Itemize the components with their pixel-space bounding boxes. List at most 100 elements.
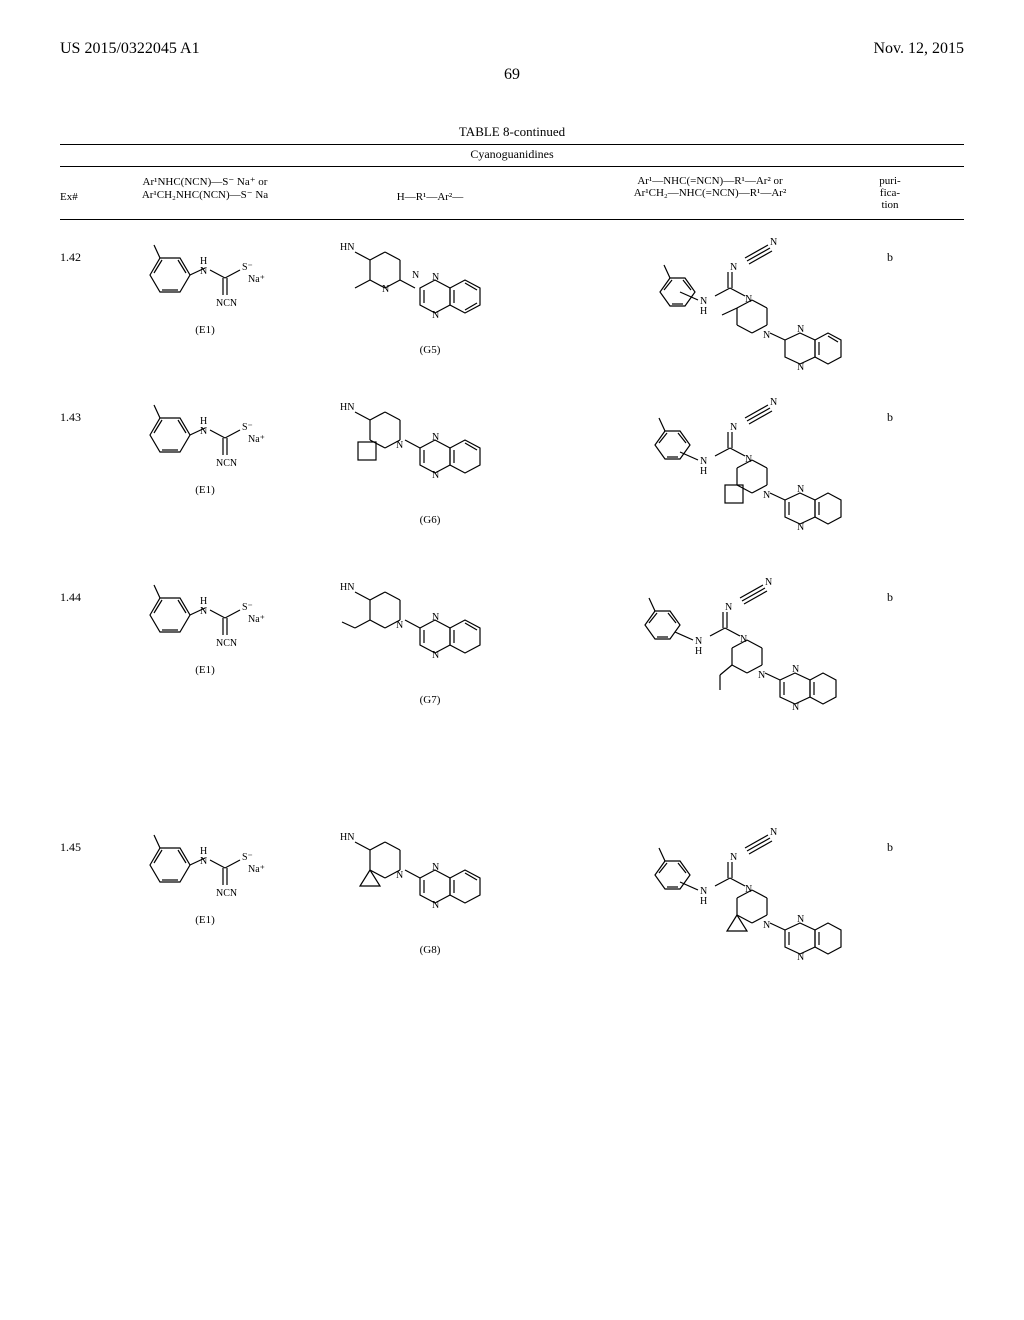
cell-structure-product: N N N H N: [560, 570, 860, 760]
cell-ex: 1.42: [60, 230, 110, 265]
structure-e1-icon: H N NCN S⁻ Na⁺: [130, 820, 280, 910]
table-row: 1.42 H N: [60, 230, 964, 380]
svg-text:N: N: [797, 952, 804, 963]
structure-label: (E1): [110, 484, 300, 496]
svg-text:S⁻: S⁻: [242, 602, 253, 613]
cell-structure-g7: HN N: [300, 570, 560, 706]
svg-text:S⁻: S⁻: [242, 852, 253, 863]
svg-text:H: H: [700, 306, 707, 317]
cell-structure-e1: H N NCN S⁻ Na⁺ (E1): [110, 820, 300, 926]
structure-product-icon: N N N H N: [570, 390, 850, 560]
cell-purification: b: [860, 230, 920, 265]
svg-text:N: N: [200, 606, 207, 617]
structure-label: (G7): [300, 694, 560, 706]
svg-text:N: N: [797, 484, 804, 495]
cell-structure-e1: H N NCN S⁻ Na⁺ (E1): [110, 230, 300, 336]
svg-text:N: N: [200, 426, 207, 437]
svg-text:N: N: [432, 650, 439, 661]
cell-structure-product: N N N H N: [560, 390, 860, 560]
svg-text:N: N: [396, 870, 403, 881]
structure-product-icon: N N N H N: [570, 820, 850, 1000]
svg-text:N: N: [797, 522, 804, 533]
patent-page: US 2015/0322045 A1 Nov. 12, 2015 69 TABL…: [0, 0, 1024, 1320]
svg-text:NCN: NCN: [216, 458, 237, 469]
cell-structure-g8: HN N N: [300, 820, 560, 956]
cell-structure-product: N N N H: [560, 230, 860, 380]
svg-text:N: N: [765, 577, 772, 588]
svg-text:N: N: [725, 602, 732, 613]
svg-text:N: N: [432, 470, 439, 481]
svg-text:N: N: [432, 900, 439, 911]
col-header-product: Ar¹—NHC(=NCN)—R¹—Ar² or Ar¹CH₂—NHC(=NCN)…: [560, 175, 860, 211]
structure-label: (E1): [110, 914, 300, 926]
svg-text:HN: HN: [340, 402, 354, 413]
svg-text:N: N: [792, 702, 799, 713]
svg-text:Na⁺: Na⁺: [248, 274, 265, 285]
svg-text:N: N: [730, 852, 737, 863]
patent-number: US 2015/0322045 A1: [60, 40, 200, 58]
svg-text:NCN: NCN: [216, 638, 237, 649]
structure-g7-icon: HN N: [320, 570, 540, 690]
svg-text:N: N: [396, 440, 403, 451]
structure-label: (E1): [110, 664, 300, 676]
col-header-reagent-c: H—R¹—Ar²—: [300, 175, 560, 211]
svg-text:S⁻: S⁻: [242, 262, 253, 273]
svg-text:N: N: [797, 914, 804, 925]
svg-text:N: N: [792, 664, 799, 675]
table-title: TABLE 8-continued: [60, 124, 964, 140]
cell-ex: 1.45: [60, 820, 110, 855]
table-row: 1.45 H N NCN S⁻ Na⁺: [60, 820, 964, 1000]
structure-product-icon: N N N H: [570, 230, 850, 380]
structure-label: (G6): [300, 514, 560, 526]
cell-structure-e1: H N NCN S⁻ Na⁺ (E1): [110, 570, 300, 676]
structure-e1-icon: H N NCN S⁻ Na⁺: [130, 570, 280, 660]
svg-text:N: N: [432, 310, 439, 321]
svg-text:N: N: [770, 397, 777, 408]
svg-text:N: N: [200, 266, 207, 277]
column-headers: Ex# Ar¹NHC(NCN)—S⁻ Na⁺ or Ar¹CH₂NHC(NCN)…: [60, 169, 964, 217]
svg-text:HN: HN: [340, 242, 354, 253]
svg-text:N: N: [758, 670, 765, 681]
cell-purification: b: [860, 570, 920, 605]
cell-purification: b: [860, 390, 920, 425]
table-row: 1.44 H N NCN S⁻ Na⁺: [60, 570, 964, 760]
svg-text:Na⁺: Na⁺: [248, 434, 265, 445]
structure-g5-icon: HN N N: [320, 230, 540, 340]
table-row: 1.43 H N NCN S⁻ Na⁺: [60, 390, 964, 560]
rule-sub: [60, 166, 964, 167]
structure-label: (G8): [300, 944, 560, 956]
cell-structure-product: N N N H N: [560, 820, 860, 1000]
svg-text:HN: HN: [340, 832, 354, 843]
cell-ex: 1.44: [60, 570, 110, 605]
svg-text:NCN: NCN: [216, 298, 237, 309]
structure-e1-icon: H N NCN S⁻ Na⁺: [130, 390, 280, 480]
svg-text:N: N: [797, 362, 804, 373]
svg-text:N: N: [432, 612, 439, 623]
svg-text:N: N: [763, 920, 770, 931]
svg-text:N: N: [396, 620, 403, 631]
svg-text:NCN: NCN: [216, 888, 237, 899]
structure-g8-icon: HN N N: [320, 820, 540, 940]
structure-label: (G5): [300, 344, 560, 356]
structure-label: (E1): [110, 324, 300, 336]
cell-structure-g5: HN N N: [300, 230, 560, 356]
col-header-ex: Ex#: [60, 175, 110, 211]
svg-text:N: N: [200, 856, 207, 867]
svg-text:Na⁺: Na⁺: [248, 614, 265, 625]
page-number: 69: [60, 66, 964, 84]
col-header-purification: puri- fica- tion: [860, 175, 920, 211]
svg-text:N: N: [432, 272, 439, 283]
cell-purification: b: [860, 820, 920, 855]
col-header-reagent-b: Ar¹NHC(NCN)—S⁻ Na⁺ or Ar¹CH₂NHC(NCN)—S⁻ …: [110, 175, 300, 211]
svg-text:HN: HN: [340, 582, 354, 593]
svg-text:N: N: [763, 330, 770, 341]
svg-text:Na⁺: Na⁺: [248, 864, 265, 875]
structure-product-icon: N N N H N: [570, 570, 850, 760]
cell-ex: 1.43: [60, 390, 110, 425]
svg-text:H: H: [695, 646, 702, 657]
svg-text:N: N: [730, 422, 737, 433]
cell-structure-e1: H N NCN S⁻ Na⁺ (E1): [110, 390, 300, 496]
svg-text:N: N: [432, 862, 439, 873]
svg-text:N: N: [770, 237, 777, 248]
svg-text:N: N: [797, 324, 804, 335]
